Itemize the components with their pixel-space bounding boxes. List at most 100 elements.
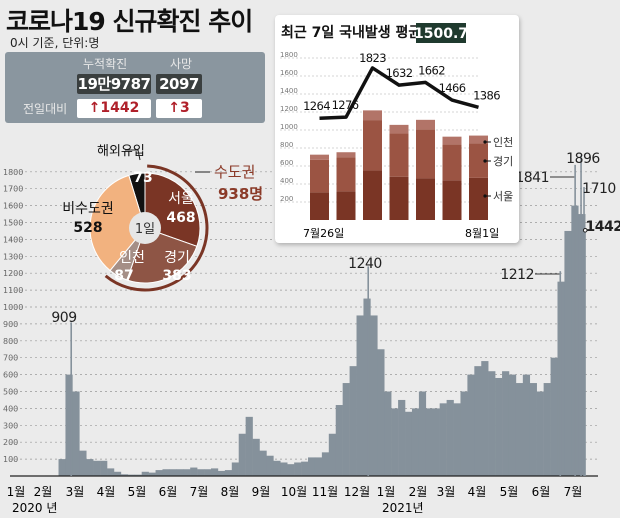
x-tick-label: 3월: [66, 485, 85, 499]
weekly-bar: [273, 460, 281, 476]
weekly-bar: [162, 469, 170, 476]
weekly-bar: [515, 383, 524, 476]
weekly-bar: [197, 469, 205, 476]
weekly-bar: [280, 462, 288, 476]
weekly-bar: [252, 438, 260, 476]
line-value-label: 1276: [332, 98, 359, 112]
weekly-bar: [418, 391, 427, 476]
x-tick-label: 9월: [252, 485, 271, 499]
peak-spike: [367, 266, 370, 476]
overseas-value: 73: [133, 170, 152, 186]
weekly-bar: [190, 467, 198, 476]
weekly-bar: [321, 452, 330, 476]
weekly-bar: [141, 471, 149, 476]
inset-x-label-start: 7월26일: [303, 226, 344, 240]
gyeonggi-label: 경기: [164, 250, 190, 266]
inset-y-tick-label: 800: [280, 141, 293, 149]
legend-dot: [483, 194, 487, 198]
line-value-label: 1823: [359, 51, 386, 65]
weekly-bar: [127, 474, 136, 476]
capital-region-label: 수도권: [214, 163, 255, 181]
weekly-bar: [204, 469, 212, 476]
weekly-bar: [391, 408, 399, 476]
x-tick-label: 1월: [7, 485, 26, 499]
x-tick-label: 10월: [281, 485, 307, 499]
x-tick-label: 5월: [500, 485, 519, 499]
peak-label: 1212: [500, 267, 534, 283]
y-tick-label: 700: [3, 354, 18, 363]
legend-dot: [483, 159, 487, 163]
weekly-bar: [287, 464, 295, 476]
y-tick-label: 1000: [3, 303, 23, 312]
weekly-bar: [169, 469, 177, 476]
deaths-value: 2097: [156, 74, 202, 94]
weekly-bar: [183, 469, 191, 476]
x-tick-label: 1월: [377, 485, 396, 499]
x-tick-label: 12월: [344, 485, 370, 499]
weekly-bar: [217, 470, 226, 476]
legend-dot: [483, 140, 487, 144]
inset-y-tick-label: 1600: [280, 69, 298, 77]
y-tick-label: 1700: [3, 185, 23, 194]
weekly-bar: [308, 457, 316, 476]
weekly-bar: [488, 371, 496, 476]
y-tick-label: 900: [3, 320, 18, 329]
average-badge: [416, 23, 466, 43]
capital-region-value: 938명: [218, 185, 263, 203]
recent-7day-chart: 최근 7일 국내발생 평균 1500.7 200 400 600 800 1000 120…: [280, 23, 513, 240]
inset-y-tick-label: 200: [280, 195, 293, 203]
line-value-label: 1264: [303, 99, 330, 113]
inset-bar-incheon: [389, 124, 409, 134]
weekly-bar: [120, 474, 129, 476]
y-tick-label: 300: [3, 421, 18, 430]
inset-y-tick-label: 1200: [280, 105, 298, 113]
peak-spike: [584, 232, 586, 476]
weekly-bar: [439, 403, 447, 476]
inset-bar-seoul: [310, 192, 329, 220]
gyeonggi-value: 383: [162, 268, 191, 284]
weekly-bar: [238, 433, 246, 476]
capital-region-arc: [104, 164, 209, 292]
recent-7day-panel: 최근 7일 국내발생 평균 1500.7 200 400 600 800 1000 120…: [275, 15, 519, 243]
weekly-bar: [536, 391, 544, 476]
inset-bar-incheon: [442, 136, 462, 145]
peak-spike: [70, 322, 73, 476]
weekly-bar: [93, 460, 101, 476]
weekly-bar: [384, 391, 392, 476]
inset-y-tick-label: 400: [280, 177, 293, 185]
weekly-bar: [210, 468, 219, 476]
weekly-bar: [502, 371, 510, 476]
inset-bar-seoul: [363, 170, 382, 220]
weekly-bar: [335, 405, 343, 476]
inset-bar-incheon: [416, 119, 435, 130]
inset-bar-incheon: [336, 152, 356, 158]
y-tick-label: 100: [3, 455, 18, 464]
weekly-bar: [460, 391, 468, 476]
weekly-bar: [231, 462, 239, 476]
weekly-bar: [411, 408, 420, 476]
weekly-bar: [245, 416, 253, 476]
weekly-bar: [377, 349, 385, 476]
weekly-bar: [543, 383, 551, 476]
inset-x-label-end: 8월1일: [465, 226, 499, 240]
weekly-bar: [578, 214, 586, 477]
page-subtitle: 0시 기준, 단위:명: [10, 36, 100, 50]
cumulative-change: ↑1442: [77, 99, 151, 118]
peak-label: 1240: [348, 256, 382, 272]
page-title: 코로나19 신규확진 추이: [6, 7, 253, 36]
weekly-bar: [79, 450, 87, 476]
x-tick-label: 6월: [159, 485, 178, 499]
weekly-bar: [301, 461, 309, 476]
weekly-bar: [495, 377, 503, 476]
inset-y-tick-label: 600: [280, 159, 293, 167]
summary-panel: 누적확진 사망 19만9787 2097 전일대비 ↑1442 ↑3: [5, 52, 265, 123]
donut-center-label: 1일: [135, 222, 155, 237]
incheon-label: 인천: [119, 250, 145, 266]
incheon-value: 87: [114, 268, 133, 284]
y-tick-label: 1300: [3, 252, 23, 261]
x-tick-label: 5월: [128, 485, 147, 499]
deaths-label: 사망: [170, 57, 193, 71]
weekly-bar: [564, 230, 572, 476]
overseas-leader: [125, 149, 141, 161]
inset-y-tick-label: 1800: [280, 51, 298, 59]
